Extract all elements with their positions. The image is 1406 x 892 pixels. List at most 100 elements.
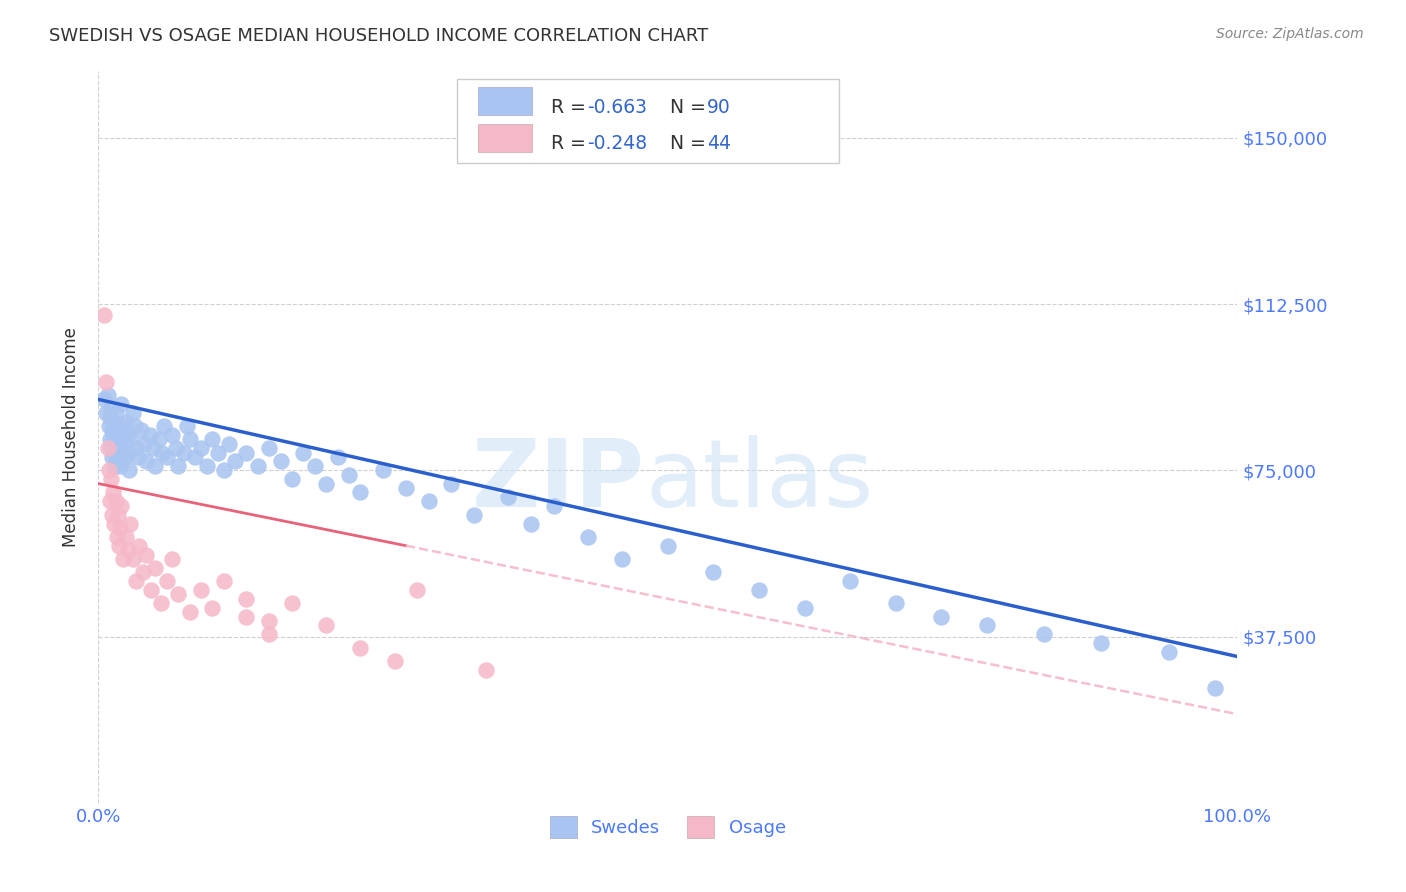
- Point: [576, 530, 599, 544]
- Point: [135, 454, 157, 468]
- Point: [118, 463, 141, 477]
- Point: [105, 454, 128, 468]
- Point: [96, 388, 118, 402]
- Point: [235, 609, 257, 624]
- Point: [612, 552, 634, 566]
- Point: [1204, 681, 1226, 695]
- Point: [107, 424, 129, 438]
- Point: [212, 463, 235, 477]
- Text: N =: N =: [671, 98, 711, 117]
- Point: [114, 530, 136, 544]
- Point: [103, 516, 125, 531]
- Point: [93, 308, 115, 322]
- Point: [259, 614, 281, 628]
- Point: [657, 539, 679, 553]
- Point: [702, 566, 724, 580]
- Text: R =: R =: [551, 98, 592, 117]
- Point: [179, 432, 201, 446]
- Point: [259, 441, 281, 455]
- Text: 90: 90: [707, 98, 730, 117]
- Point: [839, 574, 862, 589]
- Point: [207, 445, 229, 459]
- Point: [190, 441, 212, 455]
- Point: [138, 428, 160, 442]
- Point: [100, 441, 122, 455]
- Point: [121, 552, 143, 566]
- Point: [98, 432, 121, 446]
- Point: [105, 530, 128, 544]
- Point: [304, 458, 326, 473]
- Point: [104, 494, 127, 508]
- Point: [498, 490, 520, 504]
- Point: [167, 587, 190, 601]
- Point: [167, 458, 190, 473]
- Point: [114, 415, 136, 429]
- Point: [112, 432, 135, 446]
- Point: [101, 450, 124, 464]
- Point: [117, 445, 139, 459]
- Point: [463, 508, 485, 522]
- Point: [1032, 627, 1054, 641]
- Text: Source: ZipAtlas.com: Source: ZipAtlas.com: [1216, 27, 1364, 41]
- Point: [132, 566, 155, 580]
- Point: [100, 472, 122, 486]
- FancyBboxPatch shape: [478, 124, 533, 152]
- Text: N =: N =: [671, 135, 711, 153]
- Point: [128, 539, 150, 553]
- Point: [127, 450, 149, 464]
- Point: [474, 663, 496, 677]
- Point: [103, 445, 125, 459]
- Point: [793, 600, 815, 615]
- Point: [235, 445, 257, 459]
- Point: [103, 485, 125, 500]
- Point: [110, 397, 132, 411]
- Point: [543, 499, 565, 513]
- Point: [195, 458, 218, 473]
- Point: [440, 476, 463, 491]
- Point: [748, 582, 770, 597]
- Point: [270, 454, 292, 468]
- Point: [129, 424, 152, 438]
- Text: -0.248: -0.248: [586, 135, 647, 153]
- Point: [115, 428, 138, 442]
- Point: [117, 543, 139, 558]
- Point: [184, 450, 207, 464]
- Point: [108, 521, 131, 535]
- Point: [98, 410, 121, 425]
- Point: [98, 494, 121, 508]
- Text: 44: 44: [707, 135, 731, 153]
- Point: [179, 605, 201, 619]
- Point: [125, 574, 148, 589]
- Point: [120, 432, 142, 446]
- Point: [162, 428, 184, 442]
- Point: [395, 481, 418, 495]
- Point: [145, 458, 167, 473]
- Point: [101, 508, 124, 522]
- Point: [315, 476, 337, 491]
- Point: [235, 591, 257, 606]
- Point: [156, 450, 179, 464]
- Point: [107, 508, 129, 522]
- Point: [259, 627, 281, 641]
- Point: [148, 432, 170, 446]
- Point: [520, 516, 543, 531]
- Point: [176, 419, 198, 434]
- Text: R =: R =: [551, 135, 592, 153]
- Point: [111, 419, 134, 434]
- Text: ZIP: ZIP: [472, 435, 645, 527]
- Point: [132, 436, 155, 450]
- Point: [173, 445, 195, 459]
- Text: SWEDISH VS OSAGE MEDIAN HOUSEHOLD INCOME CORRELATION CHART: SWEDISH VS OSAGE MEDIAN HOUSEHOLD INCOME…: [49, 27, 709, 45]
- Point: [120, 516, 142, 531]
- Point: [100, 401, 122, 416]
- Point: [108, 441, 131, 455]
- FancyBboxPatch shape: [457, 78, 839, 163]
- Point: [929, 609, 952, 624]
- Point: [108, 539, 131, 553]
- Point: [96, 375, 118, 389]
- Point: [104, 436, 127, 450]
- Point: [103, 428, 125, 442]
- Point: [108, 458, 131, 473]
- Point: [201, 600, 224, 615]
- Point: [326, 450, 349, 464]
